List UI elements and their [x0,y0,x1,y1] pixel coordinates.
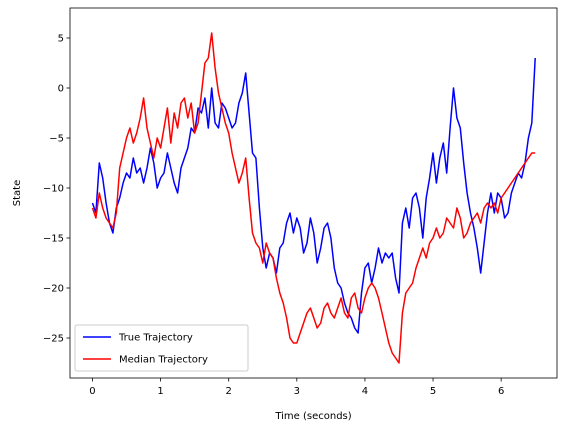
x-tick-label: 0 [89,386,95,397]
y-tick-label: 0 [58,84,64,95]
y-tick-label: 5 [58,34,64,45]
x-axis-label: Time (seconds) [274,411,351,422]
x-tick-label: 1 [157,386,163,397]
legend-box [74,324,249,372]
y-axis-ticks: −25 −20 −15 −10 −5 0 5 [43,34,70,345]
x-tick-label: 2 [226,386,232,397]
y-axis-label: State [12,180,23,206]
plot-frame [69,7,558,379]
y-tick-label: −25 [43,334,64,345]
x-tick-label: 6 [498,386,504,397]
x-tick-label: 3 [294,386,300,397]
x-tick-label: 5 [430,386,436,397]
series-layer [91,32,536,364]
x-tick-label: 4 [362,386,368,397]
y-tick-label: −20 [43,284,64,295]
y-tick-label: −10 [43,184,64,195]
legend: True Trajectory Median Trajectory [74,324,249,372]
legend-label-true-trajectory: True Trajectory [118,333,193,344]
series-line-true-trajectory [91,57,536,334]
x-axis-ticks: 0 1 2 3 4 5 6 [89,378,504,397]
y-tick-label: −5 [49,134,64,145]
legend-label-median-trajectory: Median Trajectory [119,355,208,366]
series-line-median-trajectory [91,32,536,364]
y-tick-label: −15 [43,234,64,245]
